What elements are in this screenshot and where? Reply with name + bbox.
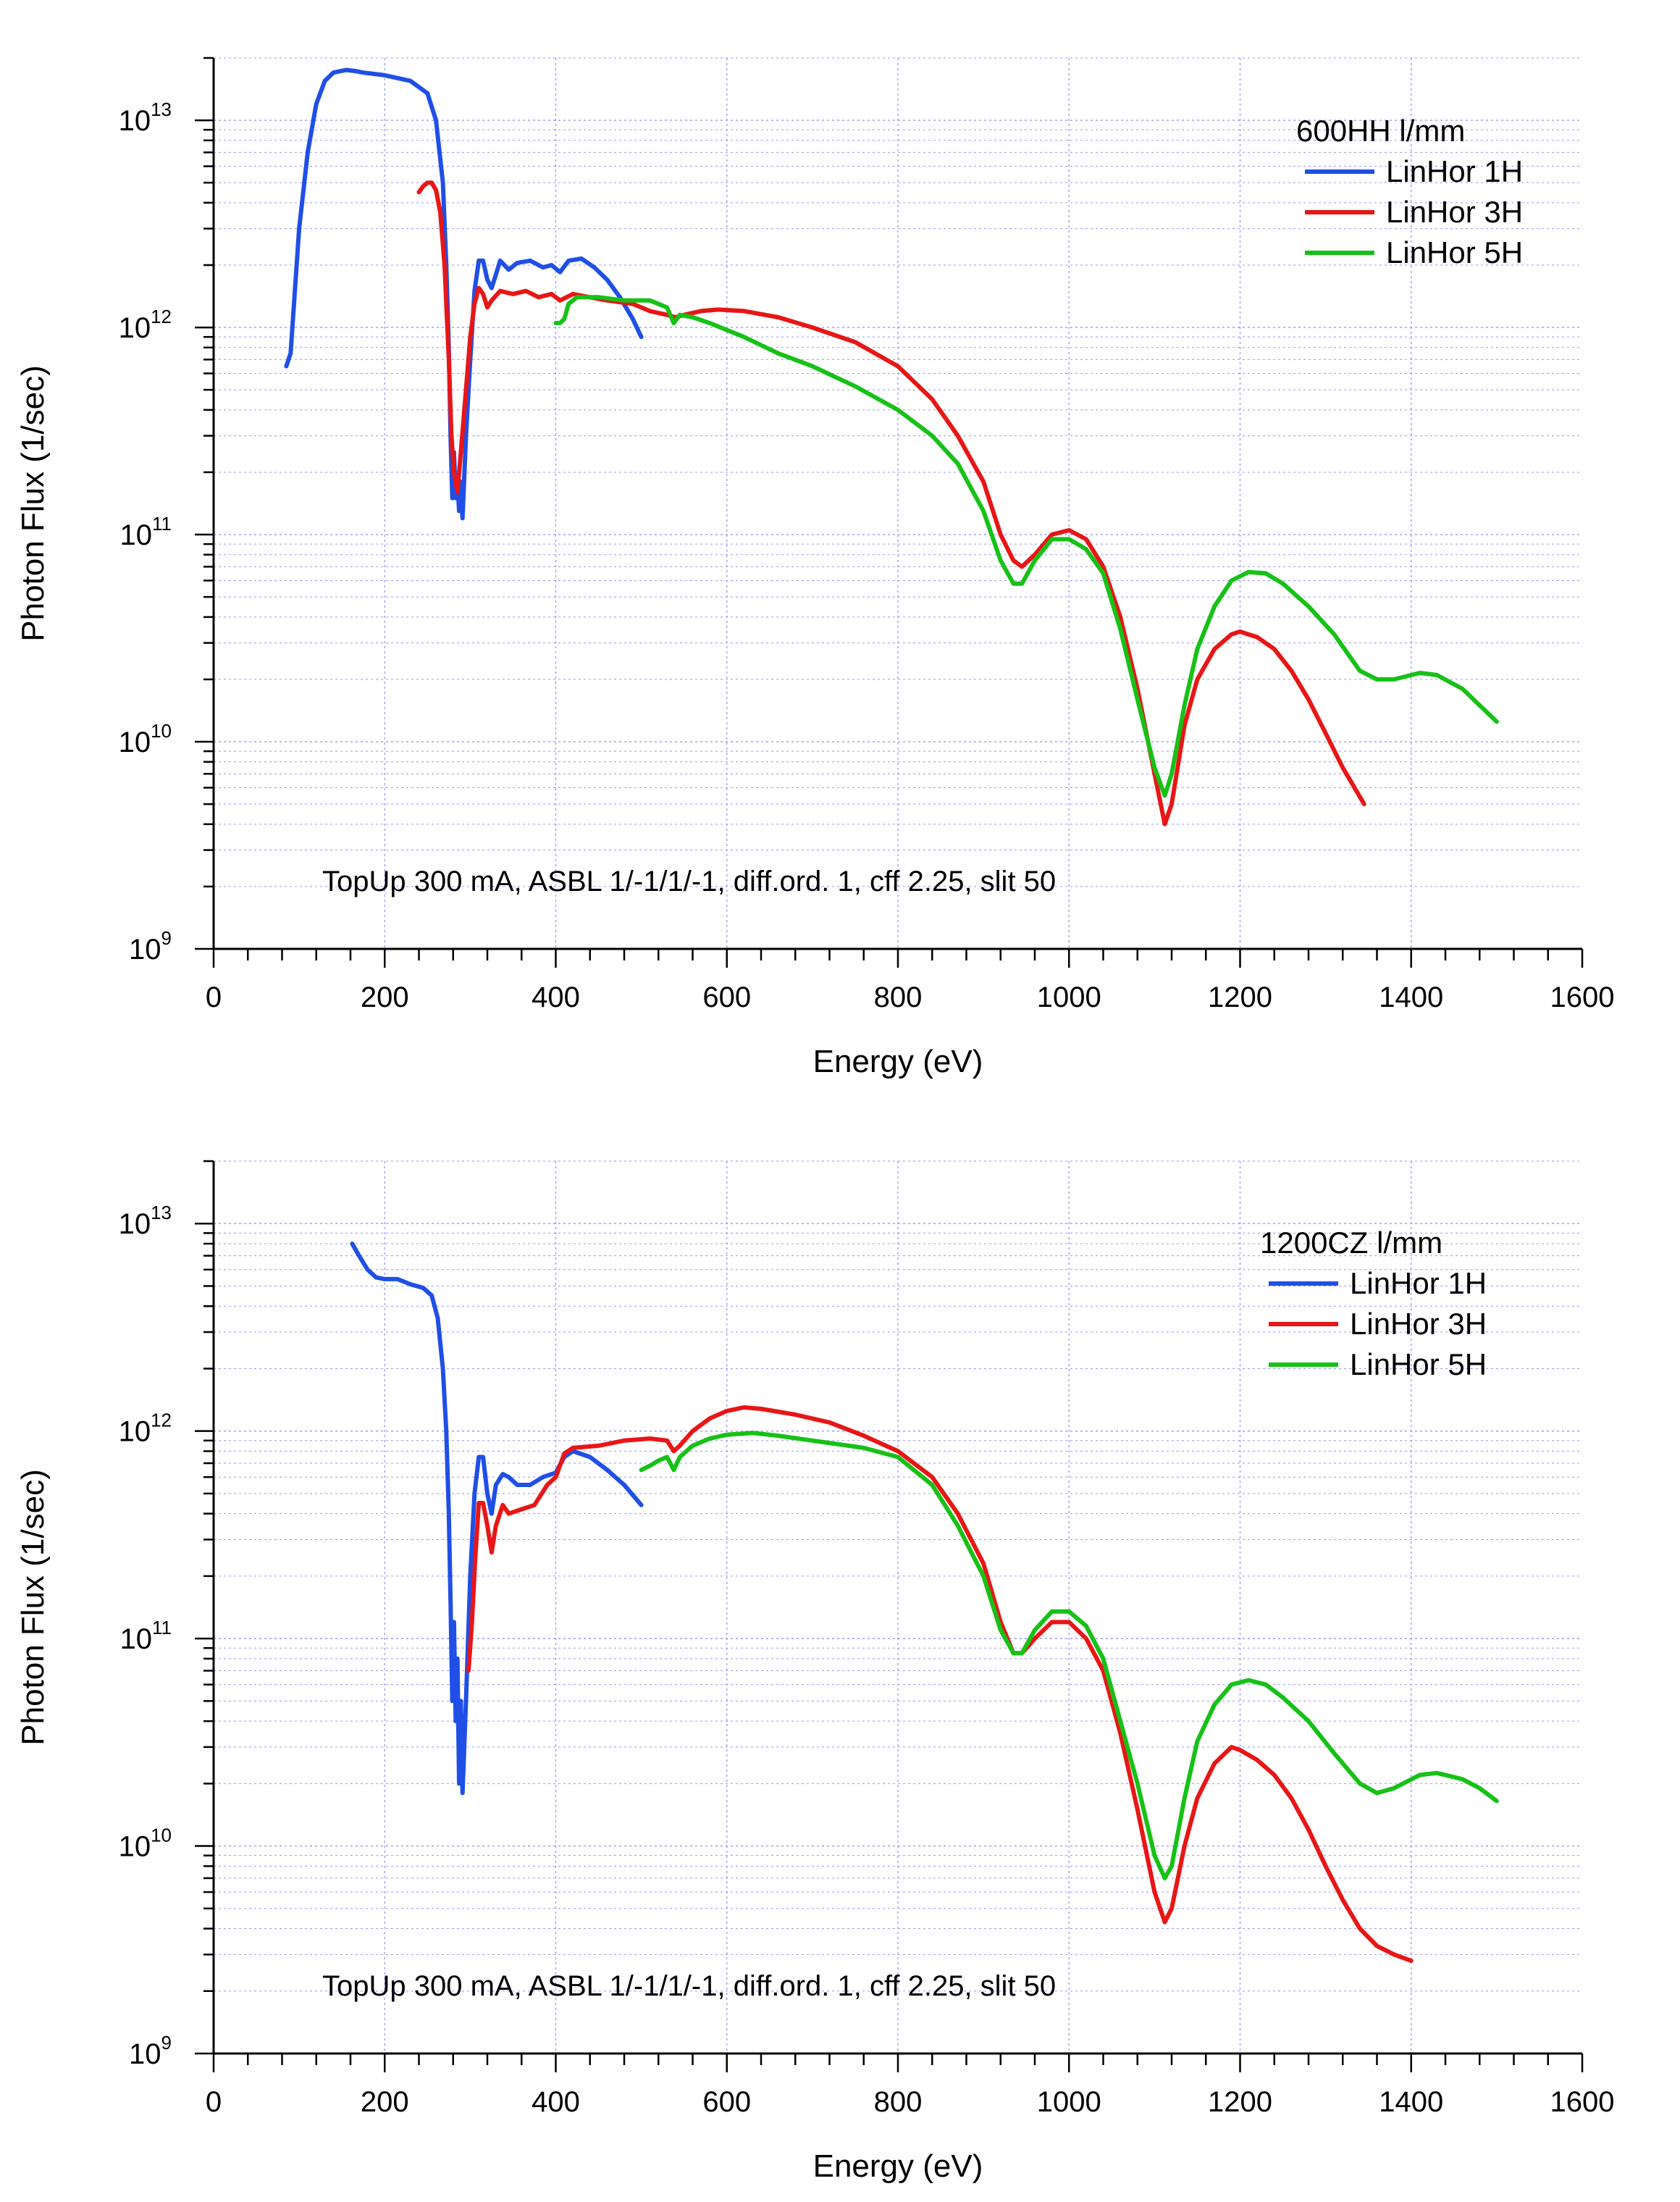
x-tick-label: 800 <box>874 2086 923 2118</box>
axes: 0 200 400 600 800 1000 1200 1400 1600 109 1010 1011… <box>119 56 1615 1013</box>
y-axis-title: Photon Flux (1/sec) <box>15 1469 51 1746</box>
legend-title: 600HH l/mm <box>1296 114 1465 148</box>
y-tick-label: 1010 <box>119 1825 172 1863</box>
legend-label: LinHor 1H <box>1350 1266 1487 1300</box>
series-line-2 <box>416 180 1366 826</box>
y-tick-label: 1012 <box>119 1410 172 1448</box>
y-tick-label: 109 <box>129 927 172 966</box>
series-line-2 <box>466 1405 1414 1963</box>
x-tick-label: 600 <box>702 2086 751 2118</box>
series-line-1 <box>350 1242 644 1796</box>
legend-label: LinHor 3H <box>1350 1307 1487 1341</box>
series-group <box>284 67 1499 826</box>
y-tick-label: 1011 <box>120 1617 172 1655</box>
x-tick-label: 1200 <box>1208 981 1272 1013</box>
y-tick-label: 1013 <box>119 1202 172 1240</box>
annotation: TopUp 300 mA, ASBL 1/-1/1/-1, diff.ord. … <box>322 866 1056 897</box>
y-axis-title: Photon Flux (1/sec) <box>15 365 51 642</box>
chart-600hh: 0 200 400 600 800 1000 1200 1400 1600 109 1010 1011… <box>15 56 1615 1079</box>
x-axis-title: Energy (eV) <box>813 1044 983 1079</box>
x-tick-label: 1400 <box>1379 981 1443 1013</box>
annotation: TopUp 300 mA, ASBL 1/-1/1/-1, diff.ord. … <box>322 1970 1056 2002</box>
x-tick-label: 0 <box>206 2086 222 2118</box>
x-tick-label: 1000 <box>1037 981 1101 1013</box>
legend: 600HH l/mm LinHor 1H LinHor 3H LinHor 5H <box>1296 114 1523 269</box>
series-line-3 <box>553 295 1499 798</box>
legend-label: LinHor 1H <box>1386 154 1523 188</box>
legend-title: 1200CZ l/mm <box>1260 1226 1442 1260</box>
x-tick-label: 0 <box>206 981 222 1013</box>
x-axis-title: Energy (eV) <box>813 2148 983 2184</box>
y-tick-label: 109 <box>129 2032 172 2070</box>
legend: 1200CZ l/mm LinHor 1H LinHor 3H LinHor 5H <box>1260 1226 1487 1381</box>
y-tick-label: 1011 <box>120 513 172 551</box>
legend-label: LinHor 3H <box>1386 195 1523 229</box>
axes: 0 200 400 600 800 1000 1200 1400 1600 109 1010 1011… <box>119 1160 1615 2118</box>
legend-label: LinHor 5H <box>1350 1347 1487 1381</box>
grid <box>214 1160 1582 2054</box>
x-tick-label: 1600 <box>1550 981 1615 1013</box>
x-tick-label: 600 <box>702 981 751 1013</box>
chart-1200cz: 0 200 400 600 800 1000 1200 1400 1600 109 1010 1011… <box>15 1160 1615 2184</box>
x-tick-label: 1600 <box>1550 2086 1615 2118</box>
x-tick-label: 400 <box>532 981 580 1013</box>
legend-label: LinHor 5H <box>1386 235 1523 269</box>
y-tick-label: 1010 <box>119 720 172 758</box>
grid <box>214 57 1582 949</box>
x-tick-label: 1000 <box>1037 2086 1101 2118</box>
x-tick-label: 800 <box>874 981 923 1013</box>
series-line-1 <box>284 67 644 521</box>
x-tick-label: 400 <box>532 2086 580 2118</box>
x-tick-label: 200 <box>361 981 409 1013</box>
y-tick-label: 1013 <box>119 99 172 137</box>
x-tick-label: 1200 <box>1208 2086 1272 2118</box>
y-tick-label: 1012 <box>119 306 172 344</box>
x-tick-label: 200 <box>361 2086 409 2118</box>
x-tick-label: 1400 <box>1379 2086 1443 2118</box>
series-line-3 <box>639 1431 1499 1880</box>
series-group <box>350 1242 1499 1963</box>
